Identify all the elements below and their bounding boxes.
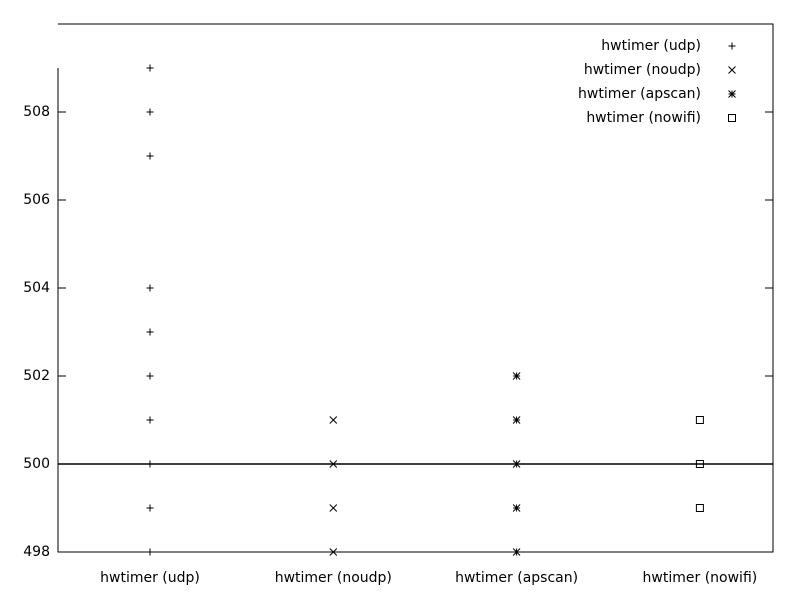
point [695,416,704,424]
legend-label: hwtimer (udp) [601,38,701,54]
legend-marker [728,42,736,50]
legend-marker [728,90,736,98]
x-tick-label: hwtimer (noudp) [275,570,392,586]
point [146,152,154,160]
point [146,416,154,424]
point [695,504,704,512]
point [146,284,154,292]
x-tick-label: hwtimer (apscan) [455,570,578,586]
y-tick-label: 500 [23,456,50,472]
y-tick-label: 508 [23,104,50,120]
point [146,108,154,116]
point [146,372,154,380]
legend-marker [728,114,736,122]
point [146,504,154,512]
point [146,460,154,468]
point [512,504,521,512]
y-tick-label: 504 [23,280,50,296]
point [329,460,338,468]
x-tick-label: hwtimer (nowifi) [643,570,758,586]
point [512,460,521,468]
y-tick-label: 506 [23,192,50,208]
point [146,328,154,336]
point [512,372,521,380]
point [146,548,154,556]
point [695,460,704,468]
y-tick-label: 498 [23,544,50,560]
point [146,64,154,72]
point [512,548,521,556]
legend-label: hwtimer (apscan) [578,86,701,102]
point [329,548,338,556]
point [329,504,338,512]
legend-marker [728,66,736,74]
point [329,416,338,424]
point [512,416,521,424]
x-tick-label: hwtimer (udp) [100,570,200,586]
legend-label: hwtimer (nowifi) [586,110,701,126]
legend-label: hwtimer (noudp) [584,62,701,78]
y-tick-label: 502 [23,368,50,384]
